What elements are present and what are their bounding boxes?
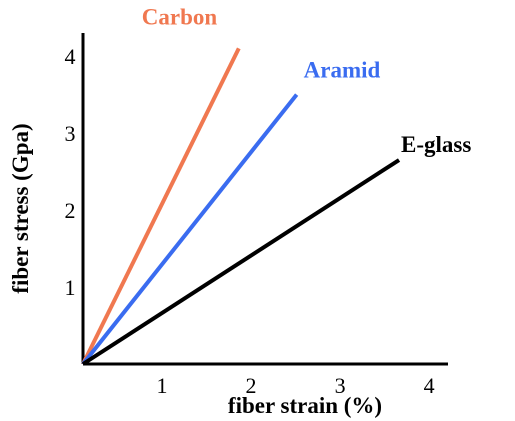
series-labels: Carbon Aramid E-glass <box>142 4 472 157</box>
series-label-e-glass: E-glass <box>401 132 471 157</box>
series-line-aramid <box>81 93 299 366</box>
tick-labels: 1 2 3 4 1 2 3 4 <box>65 44 435 398</box>
y-tick-label: 3 <box>65 121 76 146</box>
x-tick-label: 4 <box>424 373 435 398</box>
series-label-carbon: Carbon <box>142 4 218 29</box>
x-tick-label: 1 <box>157 373 168 398</box>
y-tick-label: 4 <box>65 44 76 69</box>
x-tick-label: 3 <box>335 373 346 398</box>
y-axis-label: fiber stress (Gpa) <box>8 123 33 293</box>
x-tick-label: 2 <box>246 373 257 398</box>
y-tick-label: 2 <box>65 198 76 223</box>
series-lines <box>81 47 401 366</box>
y-tick-label: 1 <box>65 275 76 300</box>
series-line-e-glass <box>81 158 401 366</box>
axes <box>81 33 448 366</box>
x-axis-label: fiber strain (%) <box>228 393 382 418</box>
series-line-carbon <box>81 47 241 365</box>
series-label-aramid: Aramid <box>304 58 381 83</box>
